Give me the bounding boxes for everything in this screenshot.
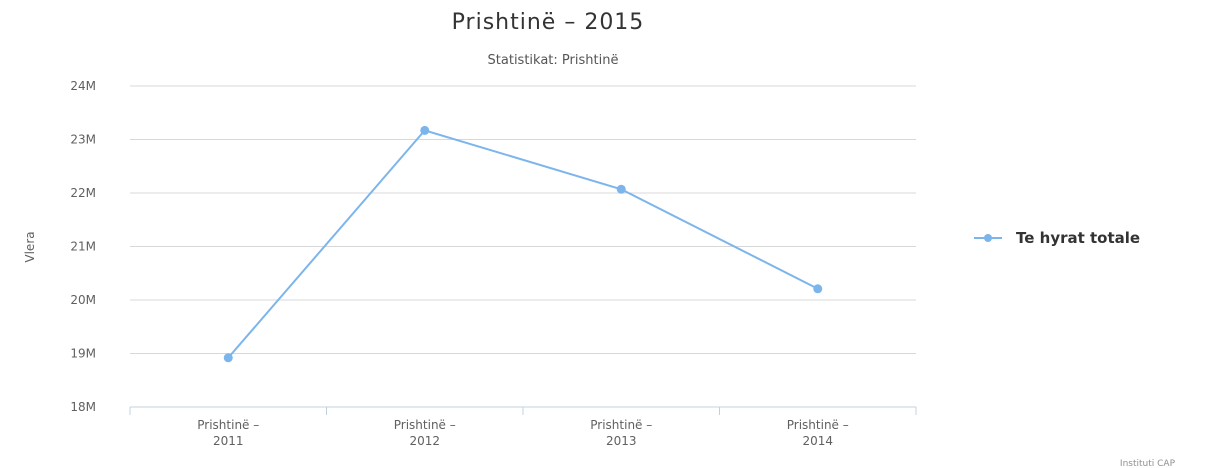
x-tick-label: Prishtinë –2011	[197, 418, 259, 448]
y-tick-label: 21M	[70, 240, 96, 254]
y-tick-label: 18M	[70, 400, 96, 414]
chart-subtitle: Statistikat: Prishtinë	[488, 53, 619, 68]
legend[interactable]: Te hyrat totale	[974, 229, 1140, 247]
chart-credit[interactable]: Instituti CAP	[1120, 459, 1176, 468]
y-tick-label: 23M	[70, 133, 96, 147]
series-layer	[223, 125, 823, 363]
y-axis-label: Vlera	[23, 231, 37, 262]
y-tick-label: 24M	[70, 79, 96, 93]
series-line	[227, 129, 819, 359]
data-point[interactable]	[223, 353, 233, 363]
data-point[interactable]	[420, 125, 430, 135]
legend-label: Te hyrat totale	[1016, 229, 1140, 247]
x-tick-label: Prishtinë –2013	[590, 418, 652, 448]
y-tick-label: 19M	[70, 347, 96, 361]
y-tick-label: 20M	[70, 293, 96, 307]
x-tick-label: Prishtinë –2012	[394, 418, 456, 448]
legend-marker-icon	[984, 234, 992, 242]
grid-lines	[129, 85, 917, 415]
x-tick-label: Prishtinë –2014	[787, 418, 849, 448]
y-axis-ticks: 18M 19M 20M 21M 22M 23M 24M	[70, 79, 96, 414]
y-tick-label: 22M	[70, 186, 96, 200]
chart-title: Prishtinë – 2015	[452, 10, 645, 35]
data-point[interactable]	[813, 284, 823, 294]
x-axis-ticks: Prishtinë –2011 Prishtinë –2012 Prishtinë …	[197, 418, 849, 448]
data-point[interactable]	[616, 184, 626, 194]
